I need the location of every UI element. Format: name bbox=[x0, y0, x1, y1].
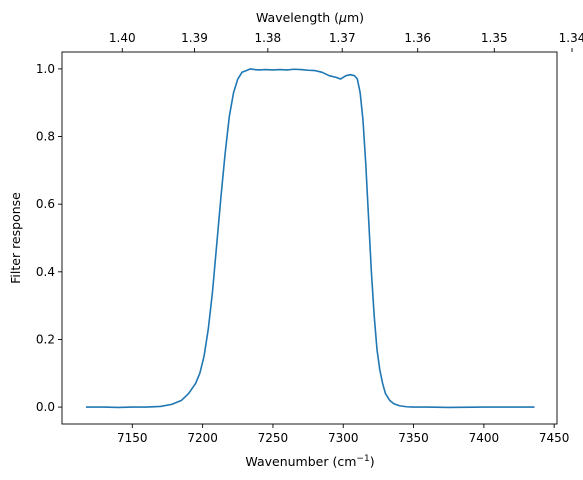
x-tick-label: 7350 bbox=[398, 431, 429, 445]
x-tick-label: 7150 bbox=[117, 431, 148, 445]
top-x-tick-label: 1.36 bbox=[404, 31, 431, 45]
top-x-axis-label: Wavelength (μm) bbox=[256, 10, 364, 25]
top-x-tick-label: 1.38 bbox=[254, 31, 281, 45]
x-tick-label: 7200 bbox=[187, 431, 218, 445]
series-layer bbox=[85, 68, 535, 409]
plot-area bbox=[62, 52, 557, 424]
top-x-tick-label: 1.37 bbox=[329, 31, 356, 45]
y-tick-label: 0.0 bbox=[36, 400, 55, 414]
y-tick-label: 0.6 bbox=[36, 197, 55, 211]
x-tick-label: 7250 bbox=[258, 431, 289, 445]
x-tick-label: 7300 bbox=[328, 431, 359, 445]
x-tick-label: 7400 bbox=[469, 431, 500, 445]
y-tick-label: 0.2 bbox=[36, 332, 55, 346]
y-tick-label: 1.0 bbox=[36, 62, 55, 76]
y-axis-label: Filter response bbox=[8, 192, 23, 284]
plot-frame bbox=[61, 51, 558, 425]
bottom-x-axis: 7150 7200 7250 7300 7350 7400 7450 bbox=[117, 424, 569, 445]
x-tick-label: 7450 bbox=[539, 431, 570, 445]
top-x-tick-label: 1.40 bbox=[109, 31, 136, 45]
top-x-tick-label: 1.39 bbox=[181, 31, 208, 45]
x-axis-label: Wavenumber (cm−1) bbox=[245, 454, 374, 469]
y-axis: 0.0 0.2 0.4 0.6 0.8 1.0 bbox=[36, 62, 62, 414]
top-x-tick-label: 1.34 bbox=[559, 31, 583, 45]
top-x-tick-label: 1.35 bbox=[481, 31, 508, 45]
y-tick-label: 0.4 bbox=[36, 265, 55, 279]
top-x-axis: 1.40 1.39 1.38 1.37 1.36 1.35 1.34 bbox=[109, 31, 583, 52]
series-line bbox=[85, 68, 535, 409]
y-tick-label: 0.8 bbox=[36, 130, 55, 144]
